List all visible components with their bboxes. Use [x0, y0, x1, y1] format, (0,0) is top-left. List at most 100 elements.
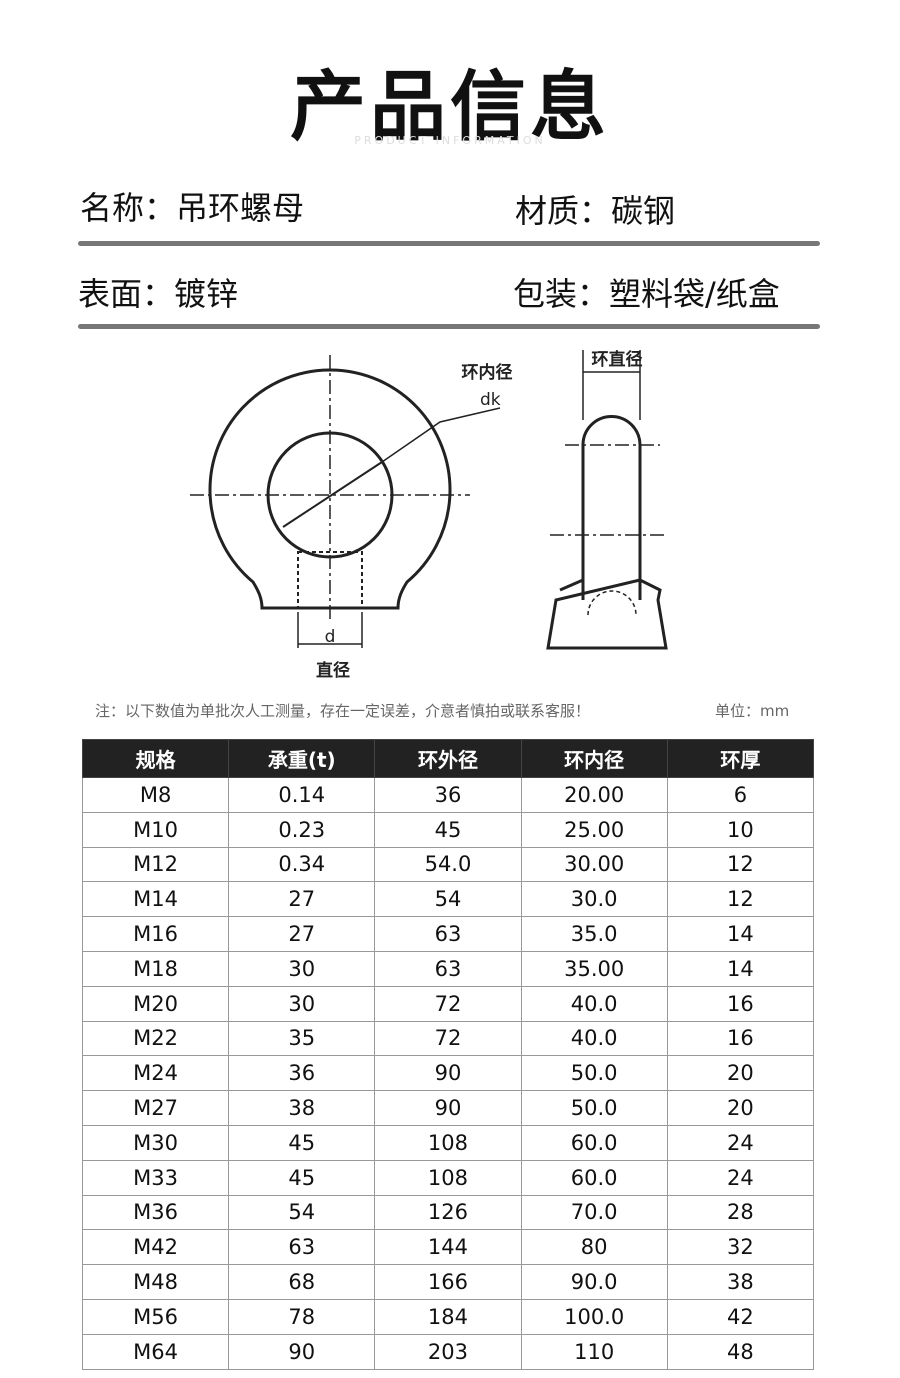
table-cell: 108: [374, 1159, 522, 1196]
diagram: 环内径 dk d 直径 环直径: [190, 349, 668, 681]
side-base: [546, 578, 668, 650]
table-row: M10 0.23 45 25.00 10: [81, 811, 815, 848]
title: 产品信息: [290, 62, 610, 151]
table-cell: 184: [374, 1298, 522, 1335]
table-cell: 27: [228, 916, 376, 952]
table-cell: 60.0: [520, 1159, 668, 1196]
table-cell: 38: [228, 1090, 376, 1126]
table-cell: 63: [228, 1229, 376, 1266]
label-inner-diameter: 环内径: [462, 362, 513, 383]
table-cell: 35.00: [520, 950, 668, 987]
table-row: M24 36 90 50.0 20: [81, 1055, 815, 1092]
table-cell: 90: [228, 1333, 376, 1370]
side-ring: [581, 415, 642, 600]
table-cell: 36: [228, 1055, 376, 1092]
table-cell: 20: [666, 1090, 815, 1126]
info-label: 材质：: [515, 192, 612, 230]
table-cell: 20.00: [520, 777, 668, 813]
table-row: M64 90 203 110 48: [81, 1333, 815, 1370]
table-cell: 63: [374, 916, 522, 952]
table-row: M27 38 90 50.0 20: [81, 1090, 815, 1126]
table-row: M18 30 63 35.00 14: [81, 950, 815, 987]
table-cell: M64: [81, 1333, 230, 1370]
table-cell: 78: [228, 1298, 376, 1335]
table-cell: M10: [81, 811, 230, 848]
header-cell: 环外径: [374, 739, 522, 778]
table-row: M20 30 72 40.0 16: [81, 985, 815, 1022]
info-value: 吊环螺母: [176, 189, 305, 227]
table-cell: 48: [666, 1333, 815, 1370]
table-row: M36 54 126 70.0 28: [81, 1194, 815, 1231]
header-cell: 环厚: [666, 739, 815, 778]
table-cell: 90: [374, 1055, 522, 1092]
table-cell: M24: [81, 1055, 230, 1092]
table-row: M12 0.34 54.0 30.00 12: [81, 846, 815, 883]
thread: [297, 551, 363, 609]
info-value: 镀锌: [174, 275, 239, 313]
table-cell: 16: [666, 985, 815, 1022]
table-cell: 30.00: [520, 846, 668, 883]
table-cell: 40.0: [520, 1020, 668, 1057]
table-cell: 108: [374, 1124, 522, 1161]
table-cell: 32: [666, 1229, 815, 1266]
table-cell: M20: [81, 985, 230, 1022]
table-cell: 54.0: [374, 846, 522, 883]
table-cell: 38: [666, 1264, 815, 1300]
table-cell: M56: [81, 1298, 230, 1335]
table-cell: 63: [374, 950, 522, 987]
label-dk: dk: [480, 390, 501, 410]
table-row: M30 45 108 60.0 24: [81, 1124, 815, 1161]
table-row: M48 68 166 90.0 38: [81, 1264, 815, 1300]
info-item: 包装：塑料袋/纸盒: [513, 269, 780, 315]
table-cell: M18: [81, 950, 230, 987]
table-cell: 45: [228, 1124, 376, 1161]
info-label: 包装：: [513, 275, 610, 313]
table-row: M14 27 54 30.0 12: [81, 881, 815, 918]
table-row: M16 27 63 35.0 14: [81, 916, 815, 952]
info-value: 碳钢: [611, 192, 676, 230]
header-cell: 环内径: [520, 739, 668, 778]
table-cell: 30: [228, 950, 376, 987]
note: 注：以下数值为单批次人工测量，存在一定误差，介意者慎拍或联系客服！: [95, 702, 591, 720]
header-cell: 承重(t): [228, 739, 376, 778]
table-cell: 30: [228, 985, 376, 1022]
table-cell: 90.0: [520, 1264, 668, 1300]
divider: [78, 241, 820, 246]
info-item: 名称：吊环螺母: [80, 183, 304, 229]
table-cell: 110: [520, 1333, 668, 1370]
table-cell: 24: [666, 1159, 815, 1196]
table-cell: 30.0: [520, 881, 668, 918]
table-cell: 50.0: [520, 1090, 668, 1126]
table-cell: 100.0: [520, 1298, 668, 1335]
table-cell: 80: [520, 1229, 668, 1266]
table-cell: 70.0: [520, 1194, 668, 1231]
table-cell: 68: [228, 1264, 376, 1300]
table-row: M8 0.14 36 20.00 6: [81, 777, 815, 813]
table-cell: 12: [666, 881, 815, 918]
table-cell: 12: [666, 846, 815, 883]
table-cell: 144: [374, 1229, 522, 1266]
table-cell: 24: [666, 1124, 815, 1161]
subtitle: PRODUCT INFORMATION: [354, 134, 546, 147]
table-cell: M30: [81, 1124, 230, 1161]
table-cell: M22: [81, 1020, 230, 1057]
table-cell: 25.00: [520, 811, 668, 848]
table-cell: 16: [666, 1020, 815, 1057]
table-cell: 28: [666, 1194, 815, 1231]
table-cell: 50.0: [520, 1055, 668, 1092]
table-cell: M27: [81, 1090, 230, 1126]
table-cell: 0.14: [228, 777, 376, 813]
table-cell: M14: [81, 881, 230, 918]
table-cell: M12: [81, 846, 230, 883]
label-diameter: 直径: [316, 660, 350, 681]
table-cell: 0.34: [228, 846, 376, 883]
table-cell: M48: [81, 1264, 230, 1300]
table-cell: 6: [666, 777, 815, 813]
header-row: 规格 承重(t) 环外径 环内径 环厚: [81, 739, 815, 778]
table-cell: 14: [666, 950, 815, 987]
spec-table: 规格 承重(t) 环外径 环内径 环厚 M8 0.14 36 20.00 6 M10 0.23 45 2…: [81, 739, 815, 1370]
table-cell: 45: [228, 1159, 376, 1196]
table-cell: 35.0: [520, 916, 668, 952]
table-cell: 126: [374, 1194, 522, 1231]
